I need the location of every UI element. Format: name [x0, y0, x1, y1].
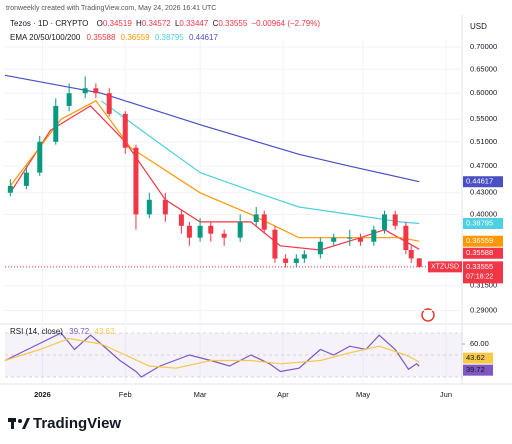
candle-body: [93, 88, 99, 94]
symbol-line: Tezos · 1D · CRYPTO O0.34519 H0.34572 L0…: [10, 19, 320, 28]
ohlc-letter: H: [136, 19, 142, 28]
x-tick-label: 2026: [34, 390, 51, 399]
candle-body: [197, 225, 203, 238]
x-tick-label: Apr: [277, 390, 289, 399]
ohlc-value: 0.33555: [218, 19, 247, 28]
candle-body: [381, 214, 387, 230]
candle-body: [66, 93, 72, 106]
price-label: 0.33555: [466, 262, 493, 271]
price-label-box: [463, 218, 503, 230]
ema-label: EMA 20/50/100/200: [10, 33, 81, 42]
value-label: 43.62: [466, 353, 485, 362]
candle-body: [106, 93, 112, 114]
y-tick-label: 0.55000: [470, 114, 497, 123]
candle-body: [82, 88, 88, 94]
y-tick-label: 0.40000: [470, 209, 497, 218]
x-tick-label: Feb: [119, 390, 132, 399]
ema-value: 0.36559: [121, 33, 150, 42]
y-tick-label: 0.29000: [470, 305, 497, 314]
x-tick-label: Mar: [194, 390, 207, 399]
price-label-box: [463, 261, 503, 284]
price-label: 0.38795: [466, 218, 493, 227]
candle-body: [221, 233, 227, 238]
candle-body: [408, 250, 414, 259]
candle-body: [146, 199, 152, 215]
y-tick-label: 60.00: [470, 339, 489, 348]
rsi-line: RSI (14, close) 39.72 43.62: [10, 327, 115, 336]
countdown: 07:18:22: [466, 274, 493, 281]
y-tick-label: 0.31500: [470, 281, 497, 290]
rsi-title: RSI (14, close): [10, 327, 63, 336]
value-label-box: [463, 364, 493, 376]
candle-body: [208, 225, 214, 234]
candle-body: [403, 225, 409, 251]
x-tick-label: May: [356, 390, 370, 399]
candle-body: [357, 237, 363, 242]
ema-line: EMA 20/50/100/200 0.35588 0.36559 0.3879…: [10, 33, 218, 42]
price-label: 0.36559: [466, 236, 493, 245]
candle-body: [371, 229, 377, 242]
ema-value: 0.44617: [189, 33, 218, 42]
value-label-box: [463, 352, 493, 364]
candle-body: [261, 214, 267, 230]
ticker-box: [428, 261, 462, 273]
y-tick-label: 0.43000: [470, 188, 497, 197]
brand: TradingView: [33, 415, 121, 432]
currency: USD: [470, 22, 487, 31]
rsi-ma-value: 43.62: [94, 327, 115, 336]
line-series: [4, 337, 420, 369]
ohlc-value: 0.34572: [142, 19, 171, 28]
y-tick-label: 0.65000: [470, 64, 497, 73]
candle-body: [178, 214, 184, 226]
ohlc-letter: O: [97, 19, 103, 28]
ohlc-letter: L: [175, 19, 180, 28]
logo: [8, 418, 30, 429]
symbol: Tezos · 1D · CRYPTO: [10, 19, 88, 28]
candle-body: [331, 237, 337, 242]
ema-value: 0.38795: [155, 33, 184, 42]
candle-body: [347, 237, 353, 239]
price-label: 0.35588: [466, 248, 493, 257]
price-label: 0.44617: [466, 177, 493, 186]
value-label: 39.72: [466, 365, 485, 374]
candle-body: [23, 172, 29, 186]
price-label-box: [463, 176, 503, 188]
candle-body: [293, 258, 299, 263]
ema-value: 0.35588: [87, 33, 116, 42]
candle-body: [237, 221, 243, 238]
y-tick-label: 0.47000: [470, 161, 497, 170]
price-label-box: [463, 235, 503, 247]
price-label-box: [463, 247, 503, 259]
credit: tronweekly created with TradingView.com,…: [6, 5, 216, 12]
candle-body: [53, 105, 59, 142]
ohlc-value: 0.34519: [103, 19, 132, 28]
candle-body: [162, 199, 168, 215]
candle-body: [253, 214, 259, 222]
indicator-icon: [421, 308, 435, 322]
ticker: XTZUSD: [431, 264, 459, 271]
y-tick-label: 0.70000: [470, 42, 497, 51]
candle-body: [392, 214, 398, 226]
candle-body: [7, 185, 13, 193]
line-series: [100, 100, 420, 225]
candle-body: [122, 113, 128, 148]
candle-body: [133, 147, 139, 215]
change: −0.00964 (−2.79%): [252, 19, 321, 28]
x-tick-label: Jun: [440, 390, 452, 399]
y-tick-label: 0.60000: [470, 88, 497, 97]
ohlc-letter: C: [213, 19, 219, 28]
candle-body: [317, 241, 323, 255]
ohlc-value: 0.33447: [179, 19, 208, 28]
candle-body: [283, 258, 289, 263]
candle-body: [416, 258, 422, 267]
rsi-value: 39.72: [69, 327, 90, 336]
candle-body: [272, 229, 278, 259]
candle-body: [186, 225, 192, 238]
candle-body: [301, 254, 307, 259]
y-tick-label: 0.51000: [470, 137, 497, 146]
candle-body: [37, 141, 43, 173]
